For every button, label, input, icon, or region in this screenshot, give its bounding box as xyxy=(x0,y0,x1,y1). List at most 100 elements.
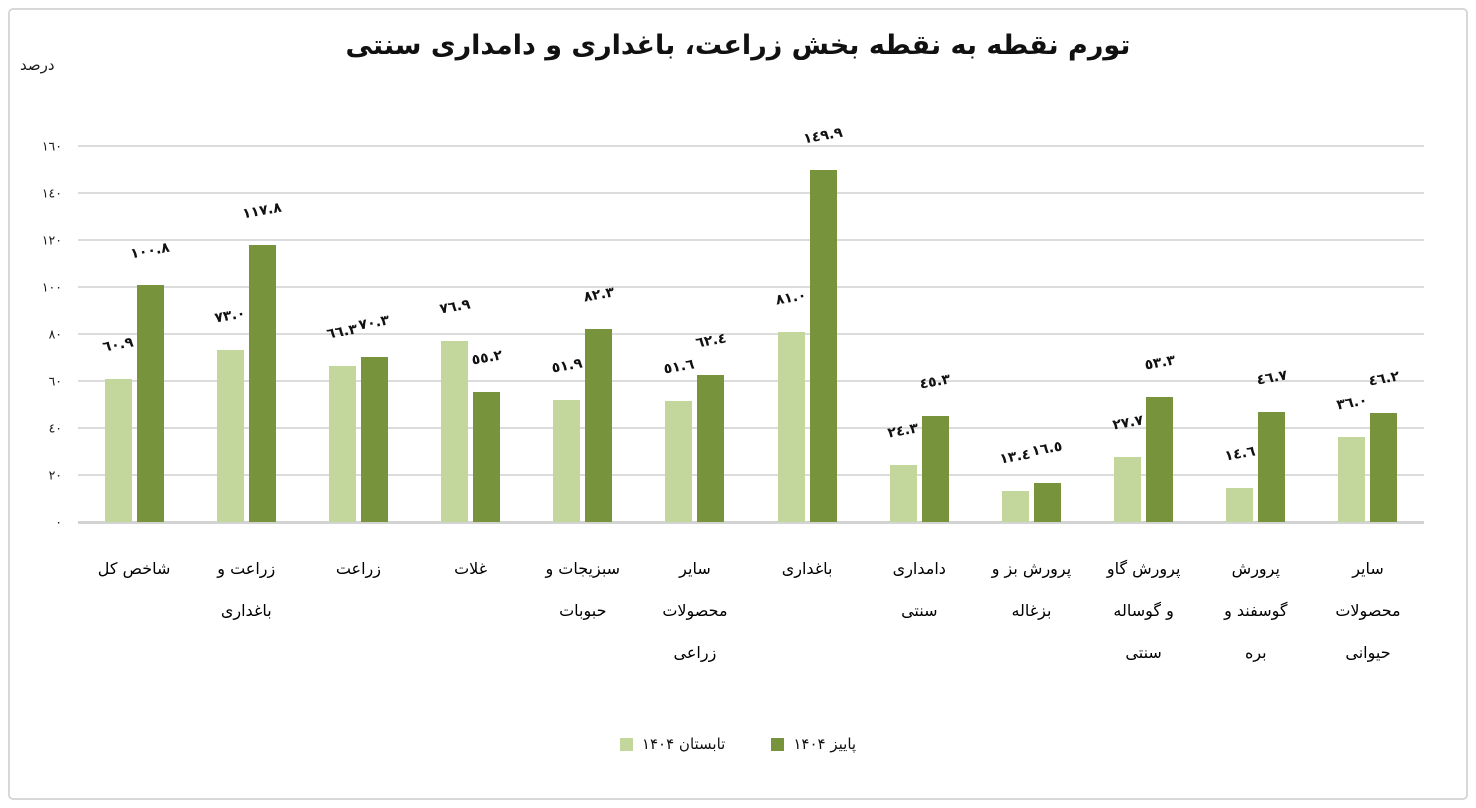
y-tick-label-80: ٨٠ xyxy=(48,326,62,342)
bar-value-label-summer-4: ٥١.٩ xyxy=(550,355,584,377)
y-tick-label-60: ٦٠ xyxy=(48,373,62,389)
bar-autumn-0: ١٠٠.٨ xyxy=(129,240,171,522)
bar-summer-2: ٦٦.٣ xyxy=(326,322,359,522)
gridline-160 xyxy=(78,145,1424,147)
bar-summer-10: ١٤.٦ xyxy=(1223,443,1256,522)
bar-summer-7: ٢٤.٣ xyxy=(887,420,920,522)
gridline-40 xyxy=(78,427,1424,429)
bar-summer-3: ٧٦.٩ xyxy=(438,297,471,522)
bar-value-label-autumn-9: ٥٣.٣ xyxy=(1142,352,1177,374)
bar-value-label-summer-8: ١٣.٤ xyxy=(998,445,1033,468)
legend-swatch-icon xyxy=(619,737,633,751)
category-label-7: دامداری سنتی xyxy=(892,559,946,620)
bar-summer-1: ٧٣.٠ xyxy=(214,306,247,522)
bar-group-6: ٨١.٠ ١٤٩.٩ xyxy=(751,124,863,522)
y-tick-label-0: ٠ xyxy=(55,514,62,530)
gridline-100 xyxy=(78,286,1424,288)
bar-autumn-6: ١٤٩.٩ xyxy=(802,124,844,522)
legend: تابستان ۱۴۰۴ پاییز ۱۴۰۴ xyxy=(0,735,1476,753)
category-label-1: زراعت و باغداری xyxy=(217,559,276,620)
category-label-0: شاخص کل xyxy=(97,559,171,578)
legend-label: تابستان ۱۴۰۴ xyxy=(641,735,726,753)
bar-value-label-autumn-7: ٤٥.٣ xyxy=(918,370,952,393)
bar-value-label-autumn-3: ٥٥.٢ xyxy=(469,347,504,369)
bar-autumn-4: ٨٢.٣ xyxy=(582,284,615,522)
bar-value-label-summer-10: ١٤.٦ xyxy=(1223,443,1257,465)
category-label-5: سایر محصولات زراعی xyxy=(662,559,728,662)
chart-title: تورم نقطه به نقطه بخش زراعت، باغداری و د… xyxy=(345,30,1131,61)
bar-group-2: ٦٦.٣ ٧٠.٣ xyxy=(302,146,414,522)
bar-autumn-11: ٤٦.٢ xyxy=(1367,369,1401,522)
legend-swatch-icon xyxy=(771,737,785,751)
bar-value-label-summer-6: ٨١.٠ xyxy=(774,287,808,309)
gridline-20 xyxy=(78,474,1424,476)
y-tick-label-20: ٢٠ xyxy=(48,467,62,483)
legend-item-autumn: پاییز ۱۴۰۴ xyxy=(771,735,856,753)
bar-value-label-summer-7: ٢٤.٣ xyxy=(886,420,920,442)
bar-autumn-5: ٦٢.٤ xyxy=(694,331,728,522)
y-tick-label-100: ١٠٠ xyxy=(41,279,62,295)
category-label-10: پرورش گوسفند و بره xyxy=(1224,559,1288,662)
bar-value-label-summer-2: ٦٦.٣ xyxy=(325,321,360,343)
bar-value-label-summer-9: ٢٧.٧ xyxy=(1110,412,1145,434)
gridline-140 xyxy=(78,192,1424,194)
plot-area: ٦٠.٩ ١٠٠.٨ ٧٣.٠ ١١٧.٨ ٦٦.٣ ٧٠.٣ ٧٦.٩ ٥٥.٢ ٥١.٩ ٨٢… xyxy=(78,124,1424,524)
bar-summer-11: ٣٦.٠ xyxy=(1335,393,1369,522)
gridline-80 xyxy=(78,333,1424,335)
bar-group-9: ٢٧.٧ ٥٣.٣ xyxy=(1088,146,1200,522)
bar-value-label-autumn-4: ٨٢.٣ xyxy=(582,284,616,306)
bar-autumn-7: ٤٥.٣ xyxy=(919,371,952,522)
category-label-9: پرورش گاو و گوساله سنتی xyxy=(1106,559,1181,662)
bar-summer-9: ٢٧.٧ xyxy=(1111,412,1144,522)
bar-autumn-9: ٥٣.٣ xyxy=(1143,352,1176,522)
category-label-2: زراعت xyxy=(335,559,381,578)
category-label-8: پرورش بز و بزغاله xyxy=(991,559,1072,620)
bar-summer-8: ١٣.٤ xyxy=(999,446,1032,522)
bar-summer-5: ٥١.٦ xyxy=(662,356,696,522)
bar-value-label-autumn-2: ٧٠.٣ xyxy=(357,312,392,334)
bar-group-1: ٧٣.٠ ١١٧.٨ xyxy=(190,146,302,522)
category-label-11: سایر محصولات حیوانی xyxy=(1335,559,1401,662)
bar-summer-4: ٥١.٩ xyxy=(550,355,583,522)
bar-group-11: ٣٦.٠ ٤٦.٢ xyxy=(1312,146,1424,522)
bar-value-label-summer-5: ٥١.٦ xyxy=(662,356,696,378)
bar-group-3: ٧٦.٩ ٥٥.٢ xyxy=(415,146,527,522)
bar-autumn-2: ٧٠.٣ xyxy=(358,312,391,522)
x-axis-category-labels: شاخص کل زراعت و باغداری زراعت غلات سبزیجات و… xyxy=(78,548,1424,674)
gridline-60 xyxy=(78,380,1424,382)
bar-autumn-10: ٤٦.٧ xyxy=(1255,368,1288,522)
bar-value-label-autumn-8: ١٦.٥ xyxy=(1030,438,1065,460)
bar-group-0: ٦٠.٩ ١٠٠.٨ xyxy=(78,146,190,522)
y-tick-label-140: ١٤٠ xyxy=(41,185,62,201)
bar-value-label-autumn-5: ٦٢.٤ xyxy=(694,330,728,352)
bar-value-label-autumn-1: ١١٧.٨ xyxy=(241,199,284,223)
category-label-6: باغداری xyxy=(781,559,833,578)
gridline-0 xyxy=(78,521,1424,524)
y-axis-unit-label: درصد xyxy=(20,56,55,74)
bar-autumn-1: ١١٧.٨ xyxy=(241,200,283,522)
y-tick-label-120: ١٢٠ xyxy=(41,232,62,248)
category-label-3: غلات xyxy=(454,559,488,578)
category-label-4: سبزیجات و حبوبات xyxy=(545,559,621,620)
y-tick-label-40: ٤٠ xyxy=(48,420,62,436)
bar-summer-0: ٦٠.٩ xyxy=(101,334,135,522)
bar-group-5: ٥١.٦ ٦٢.٤ xyxy=(639,146,751,522)
bar-autumn-8: ١٦.٥ xyxy=(1031,439,1064,522)
bar-summer-6: ٨١.٠ xyxy=(774,287,808,522)
legend-item-summer: تابستان ۱۴۰۴ xyxy=(619,735,726,753)
bar-groups-layer: ٦٠.٩ ١٠٠.٨ ٧٣.٠ ١١٧.٨ ٦٦.٣ ٧٠.٣ ٧٦.٩ ٥٥.٢ ٥١.٩ ٨٢… xyxy=(78,124,1424,522)
bar-value-label-autumn-0: ١٠٠.٨ xyxy=(129,239,171,263)
y-tick-label-160: ١٦٠ xyxy=(41,138,62,154)
bar-value-label-summer-3: ٧٦.٩ xyxy=(437,296,472,318)
bar-group-8: ١٣.٤ ١٦.٥ xyxy=(975,146,1087,522)
bar-value-label-summer-0: ٦٠.٩ xyxy=(101,334,135,356)
legend-label: پاییز ۱۴۰۴ xyxy=(793,735,857,753)
bar-group-7: ٢٤.٣ ٤٥.٣ xyxy=(863,146,975,522)
bar-value-label-autumn-10: ٤٦.٧ xyxy=(1255,367,1289,389)
bar-value-label-autumn-6: ١٤٩.٩ xyxy=(802,124,844,148)
bar-value-label-summer-11: ٣٦.٠ xyxy=(1335,392,1369,414)
bar-value-label-summer-1: ٧٣.٠ xyxy=(213,305,247,328)
bar-autumn-3: ٥٥.٢ xyxy=(470,348,503,522)
bar-group-4: ٥١.٩ ٨٢.٣ xyxy=(527,146,639,522)
